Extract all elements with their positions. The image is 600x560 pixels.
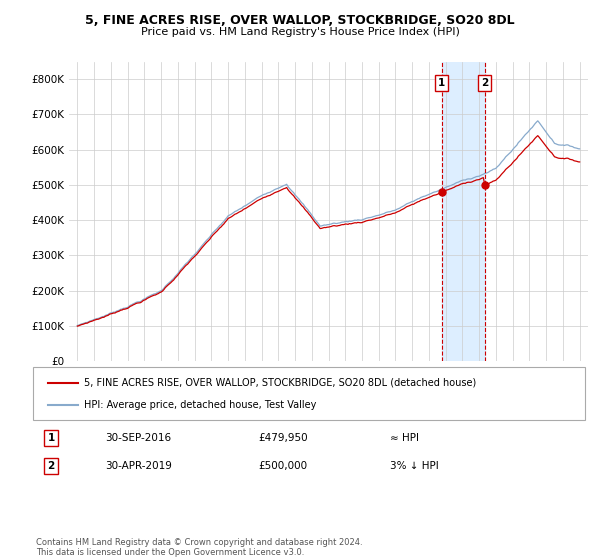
Text: 2: 2 <box>481 78 488 88</box>
Text: 3% ↓ HPI: 3% ↓ HPI <box>390 461 439 471</box>
Text: 30-APR-2019: 30-APR-2019 <box>105 461 172 471</box>
Text: 1: 1 <box>47 433 55 443</box>
Text: 5, FINE ACRES RISE, OVER WALLOP, STOCKBRIDGE, SO20 8DL: 5, FINE ACRES RISE, OVER WALLOP, STOCKBR… <box>85 14 515 27</box>
Text: 1: 1 <box>438 78 445 88</box>
Text: 2: 2 <box>47 461 55 471</box>
Text: ≈ HPI: ≈ HPI <box>390 433 419 443</box>
Text: 30-SEP-2016: 30-SEP-2016 <box>105 433 171 443</box>
Text: £479,950: £479,950 <box>258 433 308 443</box>
Text: 5, FINE ACRES RISE, OVER WALLOP, STOCKBRIDGE, SO20 8DL (detached house): 5, FINE ACRES RISE, OVER WALLOP, STOCKBR… <box>84 378 476 388</box>
Text: Price paid vs. HM Land Registry's House Price Index (HPI): Price paid vs. HM Land Registry's House … <box>140 27 460 37</box>
Bar <box>442 62 485 361</box>
Text: £500,000: £500,000 <box>258 461 307 471</box>
Text: Contains HM Land Registry data © Crown copyright and database right 2024.
This d: Contains HM Land Registry data © Crown c… <box>36 538 362 557</box>
Text: HPI: Average price, detached house, Test Valley: HPI: Average price, detached house, Test… <box>84 400 316 410</box>
